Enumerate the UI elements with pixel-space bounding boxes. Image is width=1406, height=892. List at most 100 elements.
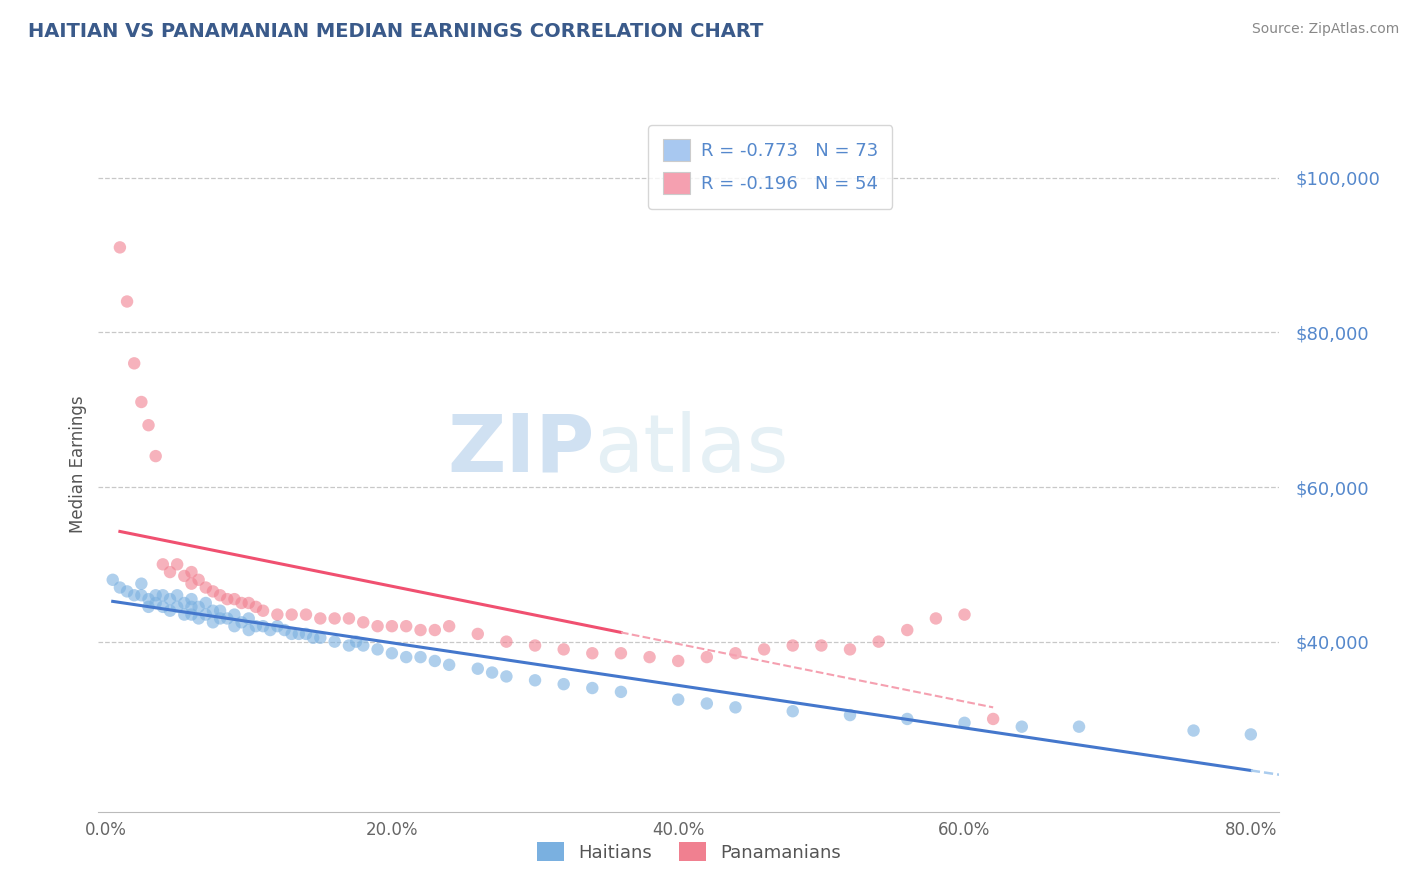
- Point: [131, 576, 153, 591]
- Point: [1011, 720, 1033, 734]
- Point: [423, 654, 446, 668]
- Point: [217, 611, 239, 625]
- Point: [238, 596, 260, 610]
- Point: [981, 712, 1004, 726]
- Point: [115, 294, 138, 309]
- Point: [122, 356, 145, 370]
- Point: [224, 619, 246, 633]
- Point: [173, 607, 195, 622]
- Point: [367, 642, 389, 657]
- Point: [666, 654, 689, 668]
- Point: [524, 639, 547, 653]
- Point: [1067, 720, 1090, 734]
- Point: [352, 615, 374, 630]
- Point: [309, 631, 332, 645]
- Point: [159, 604, 181, 618]
- Point: [201, 615, 224, 630]
- Point: [839, 642, 862, 657]
- Point: [610, 685, 633, 699]
- Point: [194, 596, 217, 610]
- Point: [896, 623, 918, 637]
- Text: atlas: atlas: [595, 411, 789, 489]
- Point: [145, 588, 167, 602]
- Point: [437, 657, 460, 672]
- Point: [581, 681, 603, 695]
- Y-axis label: Median Earnings: Median Earnings: [69, 395, 87, 533]
- Point: [224, 607, 246, 622]
- Point: [782, 639, 804, 653]
- Legend: Haitians, Panamanians: Haitians, Panamanians: [530, 835, 848, 869]
- Point: [524, 673, 547, 688]
- Point: [145, 596, 167, 610]
- Point: [180, 576, 202, 591]
- Point: [280, 627, 302, 641]
- Point: [166, 558, 188, 572]
- Point: [553, 642, 575, 657]
- Point: [180, 592, 202, 607]
- Point: [187, 573, 209, 587]
- Point: [295, 607, 318, 622]
- Point: [266, 607, 288, 622]
- Point: [187, 599, 209, 614]
- Point: [152, 558, 174, 572]
- Point: [194, 607, 217, 622]
- Point: [481, 665, 503, 680]
- Point: [868, 634, 890, 648]
- Text: ZIP: ZIP: [447, 411, 595, 489]
- Point: [209, 588, 232, 602]
- Point: [752, 642, 775, 657]
- Point: [1240, 727, 1263, 741]
- Point: [553, 677, 575, 691]
- Point: [1182, 723, 1205, 738]
- Point: [131, 395, 153, 409]
- Point: [238, 611, 260, 625]
- Point: [231, 596, 253, 610]
- Point: [288, 627, 311, 641]
- Text: Source: ZipAtlas.com: Source: ZipAtlas.com: [1251, 22, 1399, 37]
- Point: [224, 592, 246, 607]
- Point: [201, 584, 224, 599]
- Point: [810, 639, 832, 653]
- Point: [166, 588, 188, 602]
- Point: [638, 650, 661, 665]
- Point: [467, 627, 489, 641]
- Point: [209, 604, 232, 618]
- Point: [309, 611, 332, 625]
- Point: [367, 619, 389, 633]
- Point: [344, 634, 367, 648]
- Point: [245, 619, 267, 633]
- Point: [180, 599, 202, 614]
- Point: [323, 634, 346, 648]
- Point: [337, 611, 360, 625]
- Point: [273, 623, 295, 637]
- Point: [610, 646, 633, 660]
- Point: [152, 588, 174, 602]
- Point: [231, 615, 253, 630]
- Point: [381, 646, 404, 660]
- Point: [245, 599, 267, 614]
- Point: [295, 627, 318, 641]
- Point: [187, 611, 209, 625]
- Point: [180, 607, 202, 622]
- Point: [138, 592, 160, 607]
- Point: [323, 611, 346, 625]
- Point: [896, 712, 918, 726]
- Point: [138, 599, 160, 614]
- Point: [108, 581, 131, 595]
- Point: [352, 639, 374, 653]
- Point: [252, 604, 274, 618]
- Point: [138, 418, 160, 433]
- Point: [581, 646, 603, 660]
- Point: [467, 662, 489, 676]
- Point: [159, 592, 181, 607]
- Point: [280, 607, 302, 622]
- Point: [180, 565, 202, 579]
- Point: [423, 623, 446, 637]
- Point: [108, 240, 131, 254]
- Point: [437, 619, 460, 633]
- Point: [409, 650, 432, 665]
- Point: [337, 639, 360, 653]
- Point: [194, 581, 217, 595]
- Point: [122, 588, 145, 602]
- Point: [666, 692, 689, 706]
